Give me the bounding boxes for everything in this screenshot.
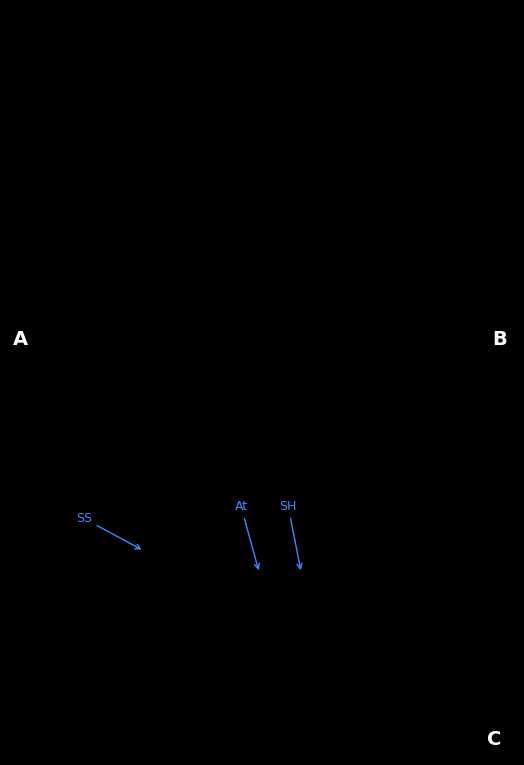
Text: SS: SS xyxy=(76,512,140,549)
Text: SH: SH xyxy=(279,500,302,568)
Text: B: B xyxy=(493,330,507,349)
Text: 0.5 mm: 0.5 mm xyxy=(286,218,339,232)
Text: A: A xyxy=(13,330,28,349)
Text: C: C xyxy=(487,730,501,749)
Text: 0.1 mm: 0.1 mm xyxy=(42,494,95,508)
Text: At: At xyxy=(234,500,259,568)
